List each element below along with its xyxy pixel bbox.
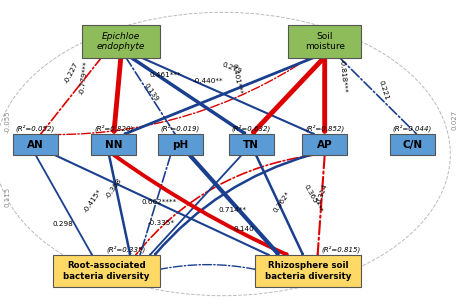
Text: 0.662****: 0.662**** bbox=[141, 199, 176, 205]
FancyBboxPatch shape bbox=[13, 134, 58, 155]
Text: -0.818***: -0.818*** bbox=[338, 59, 347, 93]
Text: 0.365***: 0.365*** bbox=[302, 183, 323, 213]
Text: (R²=0.852): (R²=0.852) bbox=[305, 125, 344, 132]
Text: -0.227: -0.227 bbox=[63, 61, 79, 84]
FancyBboxPatch shape bbox=[288, 26, 361, 58]
FancyBboxPatch shape bbox=[91, 134, 136, 155]
Text: 0.314: 0.314 bbox=[316, 183, 328, 204]
Text: (R²=0.335): (R²=0.335) bbox=[106, 246, 145, 253]
Text: 0.362*: 0.362* bbox=[273, 190, 292, 213]
Text: -0.779***: -0.779*** bbox=[79, 60, 90, 95]
FancyBboxPatch shape bbox=[302, 134, 347, 155]
Text: (R²=0.815): (R²=0.815) bbox=[322, 246, 361, 253]
Text: -0.440**: -0.440** bbox=[192, 78, 223, 84]
Text: -0.055: -0.055 bbox=[5, 110, 11, 133]
Text: NN: NN bbox=[105, 140, 122, 150]
Text: 0.139: 0.139 bbox=[142, 82, 159, 103]
Text: -0.415*: -0.415* bbox=[82, 188, 103, 213]
FancyBboxPatch shape bbox=[228, 134, 274, 155]
FancyBboxPatch shape bbox=[157, 134, 202, 155]
Text: 0.115: 0.115 bbox=[5, 187, 11, 207]
Text: Soil
moisture: Soil moisture bbox=[305, 32, 345, 51]
FancyBboxPatch shape bbox=[53, 255, 160, 287]
Text: AN: AN bbox=[27, 140, 44, 150]
Text: C/N: C/N bbox=[402, 140, 422, 150]
Text: Epichloe
endophyte: Epichloe endophyte bbox=[97, 32, 145, 51]
Text: (R²=0.632): (R²=0.632) bbox=[232, 125, 271, 132]
Text: 0.714**: 0.714** bbox=[218, 207, 246, 213]
Text: pH: pH bbox=[172, 140, 188, 150]
FancyBboxPatch shape bbox=[390, 134, 435, 155]
Text: -0.335*: -0.335* bbox=[148, 221, 174, 226]
Text: Rhizosphere soil
bacteria diversity: Rhizosphere soil bacteria diversity bbox=[265, 261, 351, 281]
FancyBboxPatch shape bbox=[82, 26, 160, 58]
Text: 0.279: 0.279 bbox=[221, 62, 243, 75]
FancyBboxPatch shape bbox=[255, 255, 361, 287]
Text: Root-associated
bacteria diversity: Root-associated bacteria diversity bbox=[64, 261, 150, 281]
Text: (R²=0.044): (R²=0.044) bbox=[393, 125, 432, 132]
Text: 0.401***: 0.401*** bbox=[231, 63, 243, 95]
Text: 0.027: 0.027 bbox=[451, 110, 457, 130]
Text: 0.140: 0.140 bbox=[234, 226, 255, 232]
Text: (R²=0.052): (R²=0.052) bbox=[16, 125, 55, 132]
Text: TN: TN bbox=[243, 140, 259, 150]
Text: 0.298: 0.298 bbox=[53, 221, 73, 227]
Text: (R²=0.019): (R²=0.019) bbox=[161, 125, 200, 132]
Text: (R²=0.820): (R²=0.820) bbox=[94, 125, 133, 132]
Text: 0.221: 0.221 bbox=[378, 79, 390, 101]
Text: AP: AP bbox=[317, 140, 332, 150]
Text: -0.368: -0.368 bbox=[105, 177, 123, 200]
Text: 0.461***: 0.461*** bbox=[149, 72, 181, 78]
